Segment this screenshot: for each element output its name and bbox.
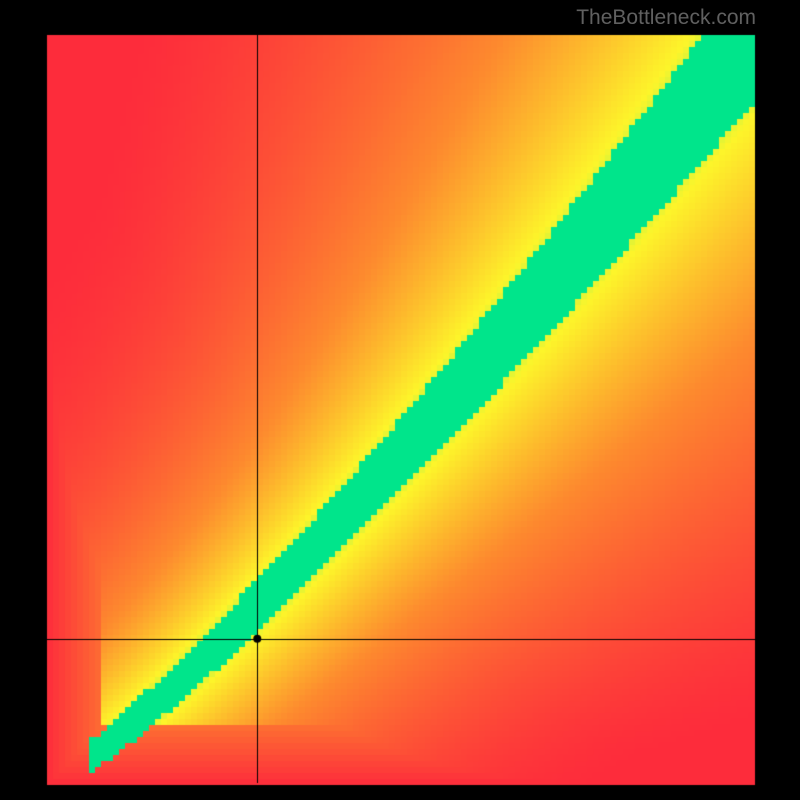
- chart-container: TheBottleneck.com: [0, 0, 800, 800]
- watermark-text: TheBottleneck.com: [576, 6, 756, 30]
- bottleneck-heatmap: [0, 0, 800, 800]
